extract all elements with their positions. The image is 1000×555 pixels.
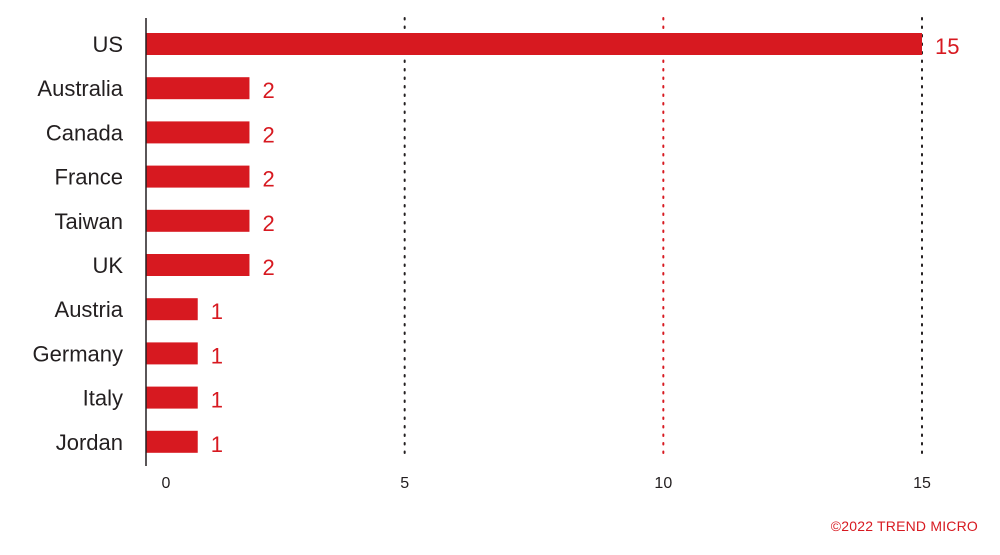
copyright-text: ©2022 TREND MICRO: [830, 518, 978, 534]
x-tick-10: 10: [654, 475, 672, 492]
category-label-italy: Italy: [83, 386, 123, 411]
value-label-uk: 2: [262, 255, 274, 280]
bar-australia: [146, 77, 250, 100]
bar-germany: [146, 342, 198, 365]
category-label-us: US: [92, 32, 123, 57]
x-tick-5: 5: [400, 475, 409, 492]
category-label-jordan: Jordan: [56, 430, 123, 455]
category-label-austria: Austria: [55, 297, 124, 322]
bar-uk: [146, 254, 250, 276]
bar-italy: [146, 386, 198, 409]
value-label-us: 15: [935, 34, 959, 59]
gridlines: [403, 17, 923, 459]
value-label-austria: 1: [211, 299, 223, 324]
value-label-australia: 2: [262, 78, 274, 103]
value-label-canada: 2: [262, 122, 274, 147]
category-labels: US Australia Canada France Taiwan UK Austria Ge…: [33, 32, 124, 455]
bar-taiwan: [146, 209, 250, 232]
value-label-germany: 1: [211, 343, 223, 368]
bar-jordan: [146, 430, 198, 453]
bar-canada: [146, 121, 250, 144]
category-label-france: France: [55, 165, 123, 190]
value-label-italy: 1: [211, 388, 223, 413]
category-label-taiwan: Taiwan: [55, 209, 123, 234]
value-label-france: 2: [262, 167, 274, 192]
category-label-germany: Germany: [33, 341, 123, 366]
bar-us: [146, 33, 922, 55]
category-label-uk: UK: [92, 253, 123, 278]
x-tick-0: 0: [162, 475, 171, 492]
category-label-canada: Canada: [46, 120, 124, 145]
category-label-australia: Australia: [37, 76, 123, 101]
x-tick-15: 15: [913, 475, 931, 492]
bar-austria: [146, 298, 198, 321]
value-labels: 15 2 2 2 2 2 1 1 1 1: [211, 34, 960, 457]
bars: [146, 33, 922, 453]
value-label-taiwan: 2: [262, 211, 274, 236]
value-label-jordan: 1: [211, 432, 223, 457]
x-tick-labels: 0 5 10 15: [162, 475, 931, 492]
bar-france: [146, 165, 250, 188]
